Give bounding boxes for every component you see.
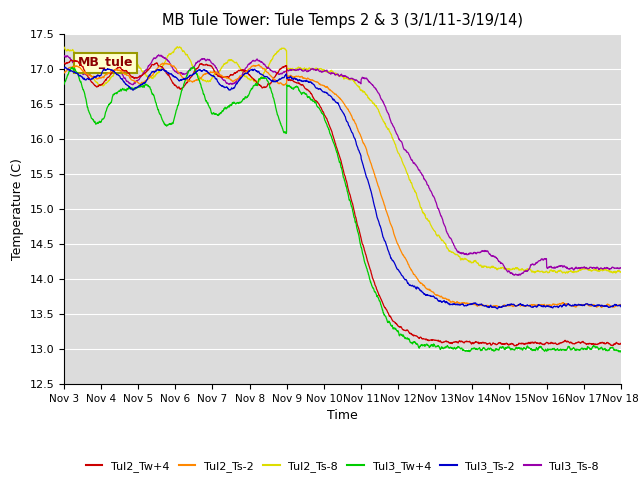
X-axis label: Time: Time	[327, 409, 358, 422]
Title: MB Tule Tower: Tule Temps 2 & 3 (3/1/11-3/19/14): MB Tule Tower: Tule Temps 2 & 3 (3/1/11-…	[162, 13, 523, 28]
Text: MB_tule: MB_tule	[78, 56, 133, 70]
Y-axis label: Temperature (C): Temperature (C)	[11, 158, 24, 260]
Legend: Tul2_Tw+4, Tul2_Ts-2, Tul2_Ts-8, Tul3_Tw+4, Tul3_Ts-2, Tul3_Ts-8: Tul2_Tw+4, Tul2_Ts-2, Tul2_Ts-8, Tul3_Tw…	[81, 457, 604, 477]
